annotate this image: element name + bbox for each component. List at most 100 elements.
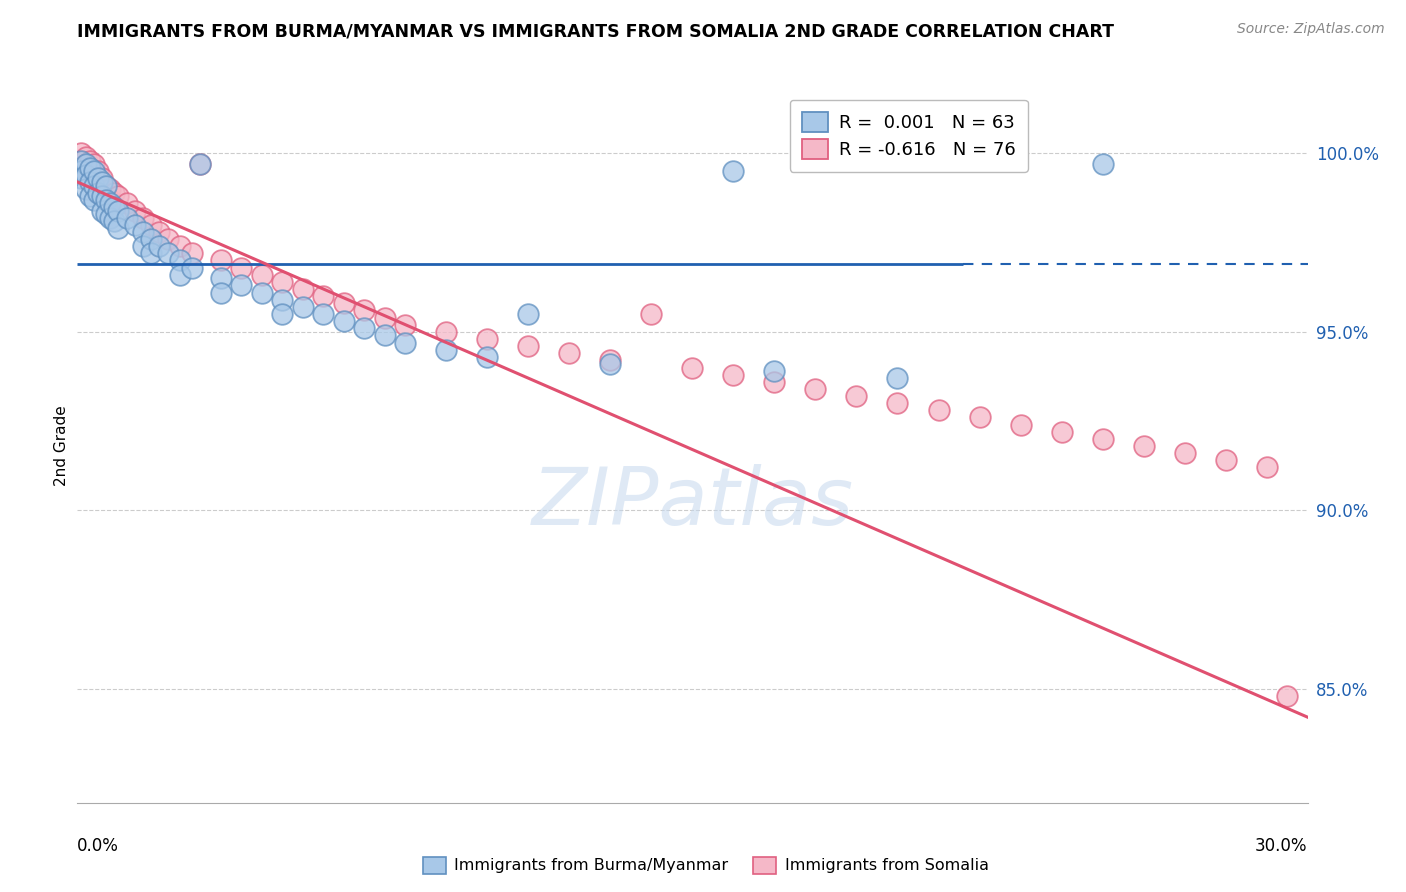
Point [599, 357, 621, 371]
Text: Source: ZipAtlas.com: Source: ZipAtlas.com [1237, 22, 1385, 37]
Point [1050, 425, 1073, 439]
Point [70, 146, 93, 161]
Point [599, 353, 621, 368]
Point [75, 157, 97, 171]
Point [394, 318, 416, 332]
Point [558, 346, 581, 360]
Point [804, 382, 827, 396]
Point [209, 253, 232, 268]
Point [107, 189, 129, 203]
Point [124, 203, 146, 218]
Point [763, 364, 786, 378]
Point [70, 164, 93, 178]
Point [83, 178, 105, 193]
Point [517, 307, 540, 321]
Point [70, 171, 93, 186]
Point [271, 293, 294, 307]
Point [75, 168, 97, 182]
Point [209, 285, 232, 300]
Point [107, 221, 129, 235]
Point [83, 157, 105, 171]
Point [436, 325, 458, 339]
Point [132, 239, 155, 253]
Point [148, 239, 170, 253]
Point [83, 168, 105, 182]
Bar [754, 856, 776, 874]
Point [394, 335, 416, 350]
Point [124, 218, 146, 232]
Text: Immigrants from Burma/Myanmar: Immigrants from Burma/Myanmar [454, 858, 728, 872]
Point [1215, 453, 1237, 467]
Y-axis label: 2nd Grade: 2nd Grade [53, 406, 69, 486]
Point [271, 275, 294, 289]
Point [98, 211, 121, 225]
Point [83, 164, 105, 178]
Text: 30.0%: 30.0% [1256, 837, 1308, 855]
Point [98, 182, 121, 196]
Point [75, 164, 97, 178]
Point [148, 225, 170, 239]
Point [90, 182, 114, 196]
Point [75, 182, 97, 196]
Point [94, 178, 117, 193]
Point [75, 150, 97, 164]
Point [90, 203, 114, 218]
Point [169, 239, 191, 253]
Point [87, 186, 110, 200]
Point [103, 200, 125, 214]
Point [169, 268, 191, 282]
Point [83, 193, 105, 207]
Point [87, 175, 110, 189]
Point [94, 193, 117, 207]
Point [209, 271, 232, 285]
Point [156, 246, 179, 260]
Point [1091, 432, 1114, 446]
Text: IMMIGRANTS FROM BURMA/MYANMAR VS IMMIGRANTS FROM SOMALIA 2ND GRADE CORRELATION C: IMMIGRANTS FROM BURMA/MYANMAR VS IMMIGRA… [77, 22, 1115, 40]
Legend: R =  0.001   N = 63, R = -0.616   N = 76: R = 0.001 N = 63, R = -0.616 N = 76 [790, 100, 1028, 172]
Point [156, 232, 179, 246]
Point [94, 207, 117, 221]
Point [94, 189, 117, 203]
Point [723, 164, 745, 178]
Point [333, 314, 356, 328]
Point [83, 178, 105, 193]
Point [969, 410, 991, 425]
Point [374, 328, 396, 343]
Point [70, 153, 93, 168]
Point [79, 175, 101, 189]
Point [886, 396, 908, 410]
Point [723, 368, 745, 382]
Point [271, 307, 294, 321]
Point [115, 196, 138, 211]
Point [353, 321, 375, 335]
Point [188, 157, 212, 171]
Point [333, 296, 356, 310]
Point [291, 282, 314, 296]
Point [231, 260, 253, 275]
Point [98, 196, 121, 211]
Point [79, 171, 101, 186]
Point [79, 161, 101, 175]
Point [477, 350, 499, 364]
Point [374, 310, 396, 325]
Point [90, 189, 114, 203]
Point [141, 246, 163, 260]
Point [1174, 446, 1197, 460]
Point [181, 260, 204, 275]
Point [928, 403, 950, 417]
Text: 0.0%: 0.0% [77, 837, 120, 855]
Point [477, 332, 499, 346]
Point [103, 186, 125, 200]
Point [640, 307, 662, 321]
Point [87, 186, 110, 200]
Point [87, 171, 110, 186]
Point [312, 289, 335, 303]
Point [115, 211, 138, 225]
Point [250, 268, 273, 282]
Point [103, 214, 125, 228]
Point [312, 307, 335, 321]
Point [1010, 417, 1032, 432]
Point [132, 225, 155, 239]
Point [169, 253, 191, 268]
Point [353, 303, 375, 318]
